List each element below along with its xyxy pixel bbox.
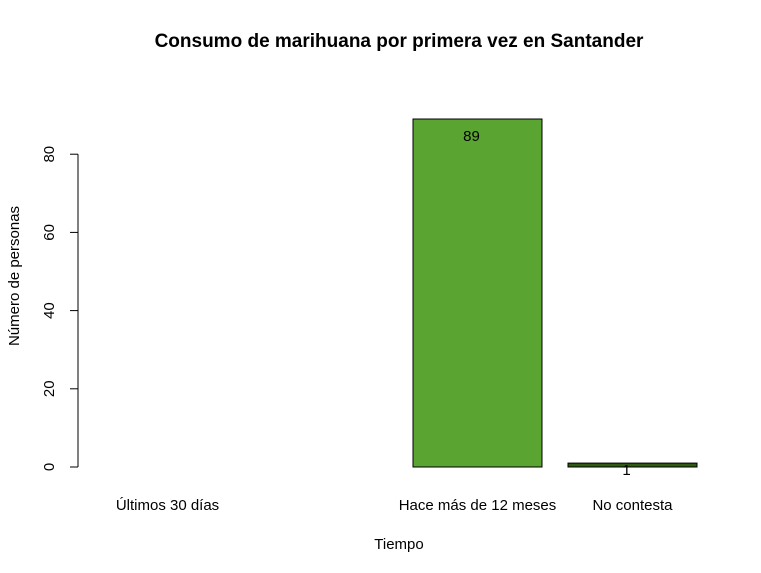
y-axis: 0 20 40 60 80 [41,146,79,471]
category-label: Últimos 30 días [116,497,219,514]
y-tick-label: 20 [41,380,58,397]
y-tick-label: 40 [41,302,58,319]
category-label: Hace más de 12 meses [399,497,557,514]
bars: 89 1 [412,118,698,479]
category-label: No contesta [592,497,673,514]
y-axis-label: Número de personas [6,206,23,346]
y-tick-label: 0 [41,463,58,471]
data-label: 1 [622,462,630,479]
data-label: 89 [463,128,480,145]
y-tick-label: 60 [41,224,58,241]
category-labels: Últimos 30 días Hace más de 12 meses No co… [116,497,673,514]
x-axis-label: Tiempo [374,536,423,553]
y-tick-label: 80 [41,146,58,163]
chart-title: Consumo de marihuana por primera vez en … [155,31,644,52]
bar [412,118,543,468]
bar [567,462,698,468]
